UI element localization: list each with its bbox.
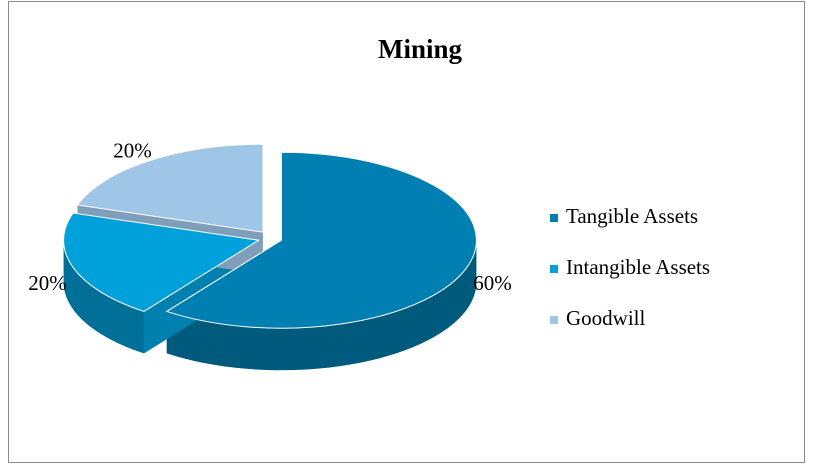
pie-slice [63, 212, 261, 312]
data-label: 60% [473, 271, 512, 295]
pie-tops [63, 143, 477, 329]
slice-wall [166, 240, 477, 371]
slice-wall [63, 240, 144, 354]
data-label: 20% [113, 138, 152, 162]
pie-slice [76, 143, 264, 233]
chart-title: Mining [378, 34, 463, 64]
data-label: 20% [28, 271, 67, 295]
pie-slice [165, 151, 477, 329]
legend-swatch [550, 316, 558, 324]
legend-swatch [550, 265, 558, 273]
legend-label: Goodwill [566, 306, 646, 330]
legend-label: Tangible Assets [566, 204, 698, 228]
legend-label: Intangible Assets [566, 255, 710, 279]
legend-swatch [550, 214, 558, 222]
